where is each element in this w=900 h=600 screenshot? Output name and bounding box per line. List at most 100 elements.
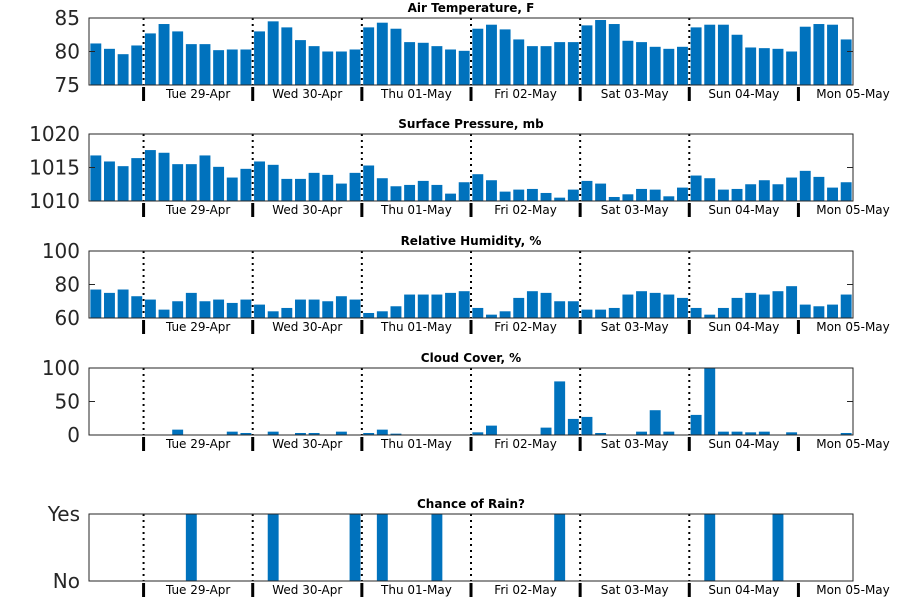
day-label: Fri 02-May bbox=[494, 583, 557, 597]
bar bbox=[581, 309, 593, 319]
bar bbox=[636, 42, 647, 85]
bar bbox=[349, 172, 361, 201]
bar bbox=[540, 292, 552, 319]
bar bbox=[349, 514, 361, 581]
day-label: Tue 29-Apr bbox=[165, 203, 230, 217]
bar bbox=[185, 44, 197, 85]
bar bbox=[581, 180, 593, 201]
bar bbox=[158, 24, 170, 86]
bar bbox=[185, 514, 197, 581]
bar bbox=[445, 193, 456, 201]
bar bbox=[144, 150, 156, 201]
bar bbox=[390, 28, 402, 85]
day-label: Wed 30-Apr bbox=[272, 87, 342, 101]
bar bbox=[322, 301, 334, 318]
bar bbox=[90, 155, 102, 201]
bar bbox=[554, 301, 566, 318]
bar bbox=[185, 164, 197, 201]
bar bbox=[581, 416, 593, 435]
day-label: Sun 04-May bbox=[708, 203, 779, 217]
bar bbox=[717, 24, 729, 85]
bar bbox=[745, 292, 757, 319]
bar bbox=[172, 164, 184, 201]
bar bbox=[158, 309, 170, 319]
bar bbox=[663, 196, 675, 201]
bar bbox=[608, 196, 620, 201]
bar bbox=[513, 189, 525, 201]
bar bbox=[499, 311, 511, 318]
bar bbox=[595, 20, 607, 85]
bar bbox=[486, 24, 497, 85]
bar bbox=[772, 48, 784, 85]
bar bbox=[226, 302, 238, 318]
bar bbox=[677, 187, 688, 201]
bar bbox=[404, 184, 416, 201]
day-label: Tue 29-Apr bbox=[165, 437, 230, 451]
bar bbox=[390, 186, 402, 201]
bar bbox=[267, 514, 279, 581]
bar bbox=[567, 189, 579, 201]
bar bbox=[595, 309, 607, 319]
bar bbox=[254, 161, 265, 201]
bar bbox=[786, 286, 798, 318]
bar bbox=[813, 24, 825, 86]
bar bbox=[827, 187, 838, 201]
bar bbox=[840, 182, 852, 201]
bar bbox=[595, 432, 607, 435]
bar bbox=[376, 22, 388, 85]
bar bbox=[172, 31, 184, 85]
bar bbox=[240, 299, 252, 318]
bar bbox=[472, 432, 484, 435]
bar bbox=[554, 381, 566, 435]
day-label: Tue 29-Apr bbox=[165, 320, 230, 334]
bar bbox=[172, 301, 184, 318]
panel-3: Relative Humidity, % 60 80 100 Tue 29-Apr Wed… bbox=[42, 234, 890, 334]
bar bbox=[772, 514, 784, 581]
bar bbox=[731, 297, 743, 318]
bar bbox=[335, 51, 347, 85]
day-label: Sat 03-May bbox=[601, 583, 669, 597]
bar bbox=[813, 306, 825, 318]
day-label: Sun 04-May bbox=[708, 87, 779, 101]
plot-frame bbox=[88, 367, 854, 436]
bar bbox=[772, 184, 784, 201]
bar bbox=[322, 51, 334, 85]
y-tick-label: 1010 bbox=[29, 189, 80, 213]
y-tick-label: 75 bbox=[55, 73, 80, 97]
panel-2: Surface Pressure, mb 1010 1015 1020 Tue 29-A… bbox=[29, 117, 890, 217]
bar bbox=[581, 25, 593, 85]
day-label: Sat 03-May bbox=[601, 320, 669, 334]
bar bbox=[717, 307, 729, 318]
day-label: Tue 29-Apr bbox=[165, 583, 230, 597]
bar bbox=[663, 48, 675, 85]
bar bbox=[472, 174, 484, 201]
bar bbox=[295, 178, 306, 201]
bar bbox=[540, 192, 552, 201]
y-tick-label: 85 bbox=[55, 6, 80, 30]
bar bbox=[663, 431, 675, 435]
bar bbox=[731, 431, 743, 435]
bar bbox=[376, 311, 388, 318]
bar bbox=[704, 314, 716, 318]
bar bbox=[813, 176, 825, 201]
bar bbox=[144, 33, 156, 85]
bar bbox=[458, 291, 470, 318]
bar bbox=[431, 514, 443, 581]
panel-1: Air Temperature, F 75 80 85 Tue 29-Apr Wed 30… bbox=[55, 1, 890, 101]
bar bbox=[349, 299, 361, 318]
bar bbox=[540, 46, 552, 85]
bar bbox=[213, 166, 225, 201]
bar bbox=[335, 296, 347, 318]
bar bbox=[649, 46, 661, 85]
panel-title: Surface Pressure, mb bbox=[398, 117, 544, 131]
bar bbox=[731, 188, 743, 201]
day-label: Mon 05-May bbox=[816, 583, 890, 597]
bar bbox=[690, 175, 702, 201]
bar bbox=[144, 299, 156, 318]
bar bbox=[690, 27, 702, 86]
bar bbox=[267, 311, 279, 318]
panel-title: Air Temperature, F bbox=[408, 1, 535, 15]
day-label: Wed 30-Apr bbox=[272, 583, 342, 597]
bar bbox=[458, 50, 470, 85]
